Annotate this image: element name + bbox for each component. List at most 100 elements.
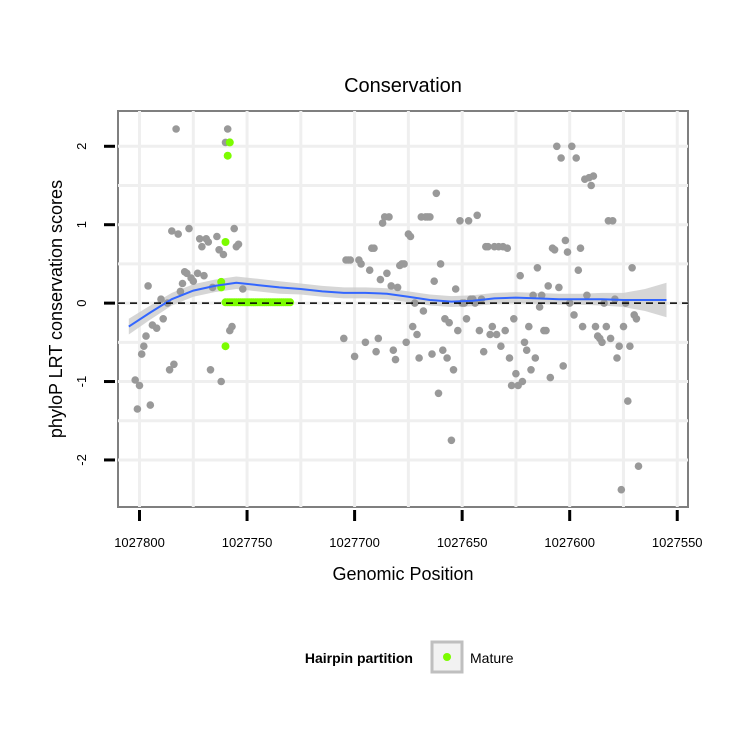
data-point — [475, 326, 484, 335]
data-point — [619, 322, 628, 331]
y-tick-label: -1 — [74, 376, 89, 388]
data-point — [131, 376, 139, 384]
data-point — [533, 264, 542, 272]
data-point — [140, 342, 148, 351]
data-point — [176, 287, 185, 296]
legend-title: Hairpin partition — [305, 650, 413, 666]
data-point — [234, 240, 243, 249]
data-point — [449, 366, 458, 374]
data-point — [525, 322, 533, 331]
data-point — [553, 142, 561, 151]
data-point — [606, 334, 615, 343]
data-point — [204, 238, 213, 246]
y-tick-label: 1 — [74, 221, 89, 228]
x-tick-label: 1027600 — [544, 535, 595, 550]
data-point — [419, 307, 428, 315]
data-point — [133, 405, 142, 413]
data-point — [374, 334, 383, 343]
data-point — [516, 271, 524, 280]
data-point — [406, 232, 415, 241]
data-point — [624, 397, 632, 405]
data-point — [486, 330, 494, 339]
x-axis-label: Genomic Position — [332, 564, 473, 584]
data-point — [168, 227, 176, 235]
data-point — [217, 377, 225, 386]
data-point — [443, 354, 451, 362]
data-point — [510, 315, 518, 323]
data-point — [445, 318, 454, 327]
data-point — [157, 295, 165, 304]
data-point — [544, 282, 552, 290]
data-point — [555, 283, 563, 292]
data-point — [174, 230, 182, 238]
x-tick-label: 1027700 — [329, 535, 380, 550]
data-point — [170, 360, 178, 369]
data-point — [574, 266, 583, 275]
mature-data-point — [225, 138, 234, 147]
chart-title: Conservation — [344, 75, 462, 97]
data-point — [228, 322, 236, 331]
data-point — [430, 277, 439, 286]
data-point — [473, 211, 482, 220]
data-point — [488, 322, 497, 331]
x-tick-label: 1027800 — [114, 535, 165, 550]
data-point — [142, 332, 150, 340]
data-point — [456, 217, 464, 225]
x-tick-label: 1027550 — [652, 535, 703, 550]
data-point — [376, 275, 385, 284]
data-point — [512, 369, 520, 378]
data-point — [365, 266, 374, 275]
data-point — [557, 154, 565, 162]
data-point — [372, 347, 380, 356]
data-point — [432, 189, 441, 198]
data-point — [146, 401, 155, 409]
data-point — [198, 242, 206, 251]
data-point — [608, 217, 617, 225]
data-point — [400, 260, 408, 268]
data-point — [411, 299, 419, 307]
data-point — [219, 250, 228, 259]
data-point — [137, 350, 146, 358]
data-point — [505, 354, 514, 362]
data-point — [591, 322, 600, 331]
data-point — [408, 322, 417, 331]
data-point — [370, 244, 378, 252]
data-point — [426, 213, 434, 221]
data-point — [615, 342, 623, 351]
data-point — [572, 154, 580, 162]
data-point — [576, 244, 585, 252]
data-point — [361, 338, 370, 347]
legend-key-box — [430, 640, 464, 674]
data-point — [550, 246, 559, 254]
data-point — [165, 366, 174, 374]
data-point — [393, 283, 402, 292]
data-point — [436, 260, 445, 268]
data-point — [634, 462, 643, 471]
data-point — [613, 354, 621, 362]
data-point — [561, 236, 570, 245]
data-point — [178, 279, 187, 288]
x-tick-label: 1027750 — [222, 535, 273, 550]
data-point — [632, 315, 641, 323]
y-axis: -2 -1 0 1 2 — [74, 143, 115, 466]
data-point — [193, 269, 202, 278]
data-point — [213, 232, 221, 241]
data-point — [144, 282, 152, 290]
data-point — [501, 326, 510, 335]
data-point — [415, 354, 423, 362]
smooth-curve — [128, 281, 667, 328]
data-point — [387, 282, 396, 290]
data-point — [589, 172, 598, 180]
data-point — [159, 315, 167, 323]
data-point — [346, 256, 355, 264]
data-point — [464, 217, 473, 225]
confidence-band-area — [128, 276, 667, 335]
data-point — [357, 260, 365, 268]
data-point — [391, 355, 400, 364]
data-point — [520, 338, 529, 347]
data-point — [617, 485, 626, 494]
data-point — [602, 322, 611, 331]
data-point — [578, 322, 587, 331]
plot-background — [117, 110, 689, 508]
